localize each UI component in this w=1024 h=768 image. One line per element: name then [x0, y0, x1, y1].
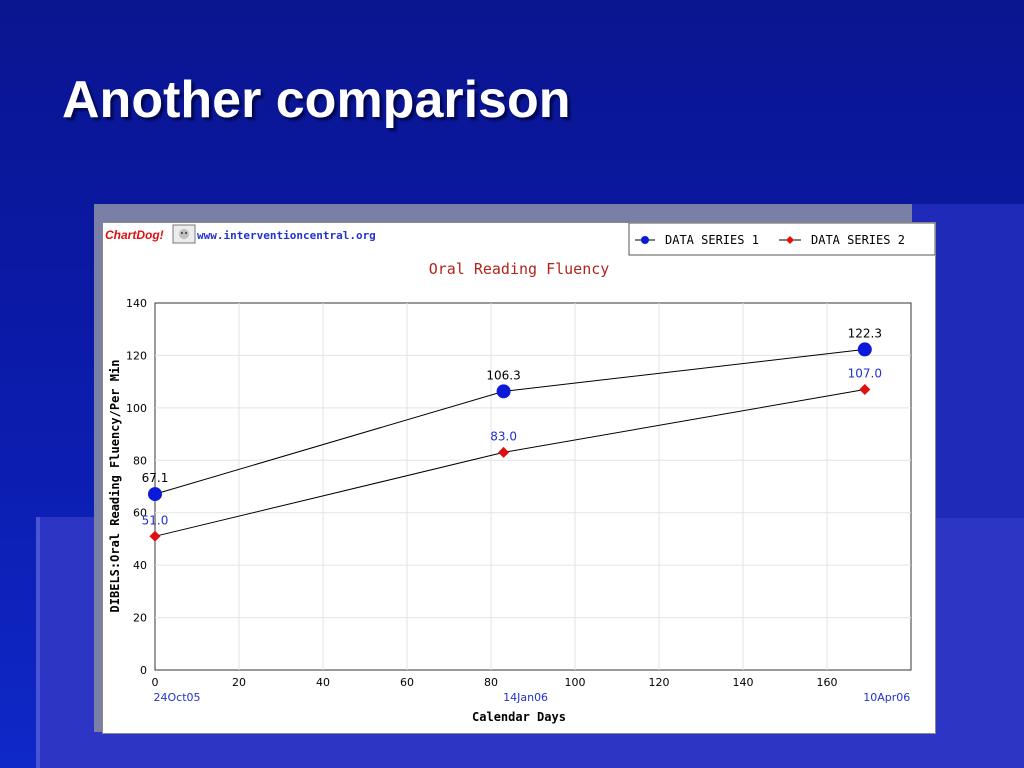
series-1-point — [148, 487, 162, 502]
chart-legend: DATA SERIES 1 DATA SERIES 2 — [628, 223, 935, 256]
series-1-point — [496, 384, 511, 399]
x-tick-label: 140 — [733, 676, 754, 689]
x-tick-label: 40 — [316, 676, 330, 689]
chartdog-watermark: ChartDog! www.interventioncentral.org — [105, 224, 376, 244]
series-2-data-label: 51.0 — [142, 513, 169, 527]
series-2-point — [149, 530, 161, 542]
chart-panel: ChartDog! www.interventioncentral.org DA… — [102, 222, 936, 734]
y-tick-label: 80 — [133, 454, 147, 467]
x-tick-label: 80 — [484, 676, 498, 689]
series-1-data-label: 106.3 — [486, 368, 520, 382]
y-tick-label: 140 — [126, 297, 147, 310]
legend-box — [628, 223, 935, 256]
x-tick-label: 20 — [232, 676, 246, 689]
series-2-point — [498, 446, 510, 458]
chart-title: Oral Reading Fluency — [429, 260, 610, 278]
legend-label-series-2: DATA SERIES 2 — [811, 233, 905, 247]
y-tick-label: 20 — [133, 612, 147, 625]
x-date-label: 24Oct05 — [153, 691, 200, 704]
slide-title: Another comparison — [62, 71, 571, 129]
x-tick-label: 120 — [649, 676, 670, 689]
series-1-data-label: 67.1 — [142, 471, 169, 485]
y-tick-label: 40 — [133, 559, 147, 572]
x-tick-label: 160 — [817, 676, 838, 689]
x-tick-label: 100 — [565, 676, 586, 689]
y-axis-title: DIBELS:Oral Reading Fluency/Per Min — [108, 360, 122, 613]
y-tick-label: 0 — [140, 664, 147, 677]
chart-series: 67.1 106.3 122.3 51.0 83.0 107.0 — [142, 326, 882, 542]
legend-marker-series-1 — [641, 236, 649, 244]
y-axis-ticks: 0 20 40 60 80 100 120 140 — [126, 297, 147, 677]
y-tick-label: 120 — [126, 349, 147, 362]
chartdog-brand: ChartDog! — [105, 228, 164, 242]
series-1-data-label: 122.3 — [848, 326, 882, 340]
legend-label-series-1: DATA SERIES 1 — [665, 233, 759, 247]
x-axis-date-labels: 24Oct05 14Jan06 10Apr06 — [153, 691, 910, 704]
x-tick-label: 0 — [152, 676, 159, 689]
series-1-point — [857, 342, 872, 357]
series-2-data-label: 107.0 — [848, 367, 882, 381]
legend-marker-series-2 — [786, 236, 794, 244]
series-2-point — [859, 384, 871, 396]
y-tick-label: 100 — [126, 402, 147, 415]
plot-area — [154, 302, 912, 671]
series-2-data-label: 83.0 — [490, 429, 517, 443]
x-axis-ticks: 0 20 40 60 80 100 120 140 160 — [152, 676, 838, 689]
y-tick-label: 60 — [133, 507, 147, 520]
dog-icon — [172, 224, 196, 244]
chartdog-url: www.interventioncentral.org — [197, 229, 376, 242]
x-axis-title: Calendar Days — [472, 710, 566, 724]
oral-reading-fluency-chart: ChartDog! www.interventioncentral.org DA… — [105, 223, 935, 724]
x-date-label: 10Apr06 — [863, 691, 910, 704]
chart-gridlines — [155, 303, 911, 670]
x-date-label: 14Jan06 — [503, 691, 548, 704]
x-tick-label: 60 — [400, 676, 414, 689]
